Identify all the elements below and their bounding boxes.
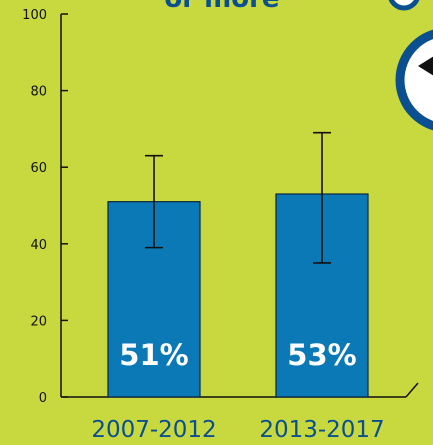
category-label: 2013-2017 (259, 417, 384, 443)
x-axis-tail (405, 382, 419, 398)
y-tick-label: 60 (30, 161, 47, 176)
y-tick-label: 100 (22, 8, 47, 23)
y-tick-label: 20 (30, 314, 47, 329)
error-bars (145, 131, 331, 264)
bar-value-labels: 51% 53% (119, 338, 356, 372)
y-tick-label: 0 (39, 391, 47, 406)
back-arrow-icon (418, 56, 433, 76)
y-tick-label: 40 (30, 238, 47, 253)
y-ticks: 0 20 40 60 80 100 (22, 8, 68, 406)
back-badge-top (388, 0, 420, 11)
bar-value-label: 51% (119, 338, 188, 372)
chart-title: or more (164, 0, 279, 14)
back-badge-ring (395, 29, 433, 131)
back-badge[interactable] (388, 0, 433, 131)
category-label: 2007-2012 (91, 417, 216, 443)
category-labels: 2007-2012 2013-2017 (91, 417, 384, 443)
bar-value-label: 53% (287, 338, 356, 372)
y-tick-label: 80 (30, 85, 47, 100)
